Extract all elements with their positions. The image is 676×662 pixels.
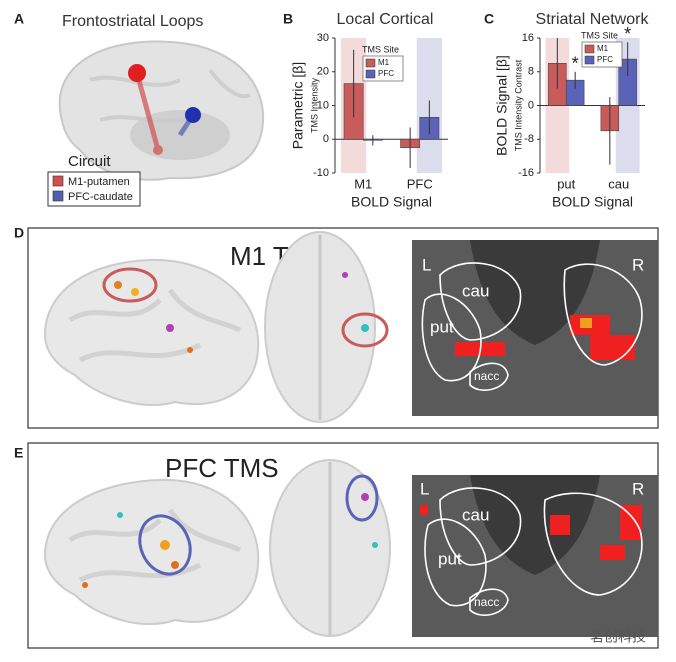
y-tick-label: 30 <box>317 32 329 44</box>
y-tick-label: 20 <box>317 66 329 78</box>
legend-swatch <box>584 44 595 54</box>
y-tick-label: 0 <box>323 133 329 145</box>
legend-title: Circuit <box>68 153 111 170</box>
panel-title: PFC TMS <box>165 453 279 483</box>
significance-marker: * <box>572 54 579 74</box>
y-tick-label: -8 <box>524 133 534 145</box>
panel-letter: D <box>14 225 24 241</box>
brain-render <box>43 231 658 423</box>
y-axis-label: Parametric [β] <box>290 62 306 149</box>
legend-title: TMS Site <box>581 30 618 40</box>
region-label: cau <box>462 281 489 300</box>
legend-label: PFC <box>597 55 613 64</box>
brain-render <box>58 40 265 181</box>
y-axis-sublabel: TMS Intensity Contrast <box>513 59 523 151</box>
y-tick-label: 10 <box>317 99 329 111</box>
side-label: R <box>632 479 644 498</box>
region-label: put <box>438 549 462 568</box>
legend-label: M1 <box>378 58 390 67</box>
watermark: 茗创科技 <box>590 629 646 645</box>
legend-label: PFC <box>378 69 394 78</box>
legend-swatch <box>52 175 64 187</box>
legend-label: M1 <box>597 44 609 53</box>
y-tick-label: 16 <box>522 32 534 44</box>
panel-letter: C <box>484 11 494 27</box>
legend-title: TMS Site <box>362 44 399 54</box>
side-label: L <box>422 255 431 274</box>
y-tick-label: 0 <box>528 99 534 111</box>
region-label: cau <box>462 505 489 524</box>
panel-letter: B <box>283 11 293 27</box>
side-label: L <box>420 479 429 498</box>
chart-title: Striatal Network <box>536 11 650 28</box>
y-tick-label: -16 <box>518 167 534 179</box>
brain-render <box>43 459 658 637</box>
legend-label: PFC-caudate <box>68 191 133 203</box>
y-axis-label: BOLD Signal [β] <box>494 55 510 156</box>
legend-swatch <box>52 190 64 202</box>
panel-letter: A <box>14 11 24 27</box>
legend-swatch <box>584 55 595 65</box>
side-label: R <box>632 255 644 274</box>
x-tick-label: cau <box>608 176 629 191</box>
panel-title: Frontostriatal Loops <box>62 13 203 30</box>
legend-swatch <box>365 69 376 79</box>
y-axis-sublabel: TMS Intensity <box>309 77 319 133</box>
x-axis-label: BOLD Signal <box>351 194 432 210</box>
significance-marker: * <box>624 24 631 44</box>
legend-label: M1-putamen <box>68 176 130 188</box>
chart-title: Local Cortical <box>337 11 434 28</box>
x-axis-label: BOLD Signal <box>552 194 633 210</box>
x-tick-label: put <box>557 176 575 191</box>
legend-frame <box>47 171 141 207</box>
x-tick-label: PFC <box>407 176 433 191</box>
y-tick-label: -10 <box>313 167 329 179</box>
region-label: put <box>430 317 454 336</box>
x-tick-label: M1 <box>354 176 372 191</box>
panel-letter: E <box>14 445 23 461</box>
y-tick-label: 8 <box>528 66 534 78</box>
region-label: nacc <box>474 595 499 609</box>
region-label: nacc <box>474 369 499 383</box>
legend-swatch <box>365 58 376 68</box>
